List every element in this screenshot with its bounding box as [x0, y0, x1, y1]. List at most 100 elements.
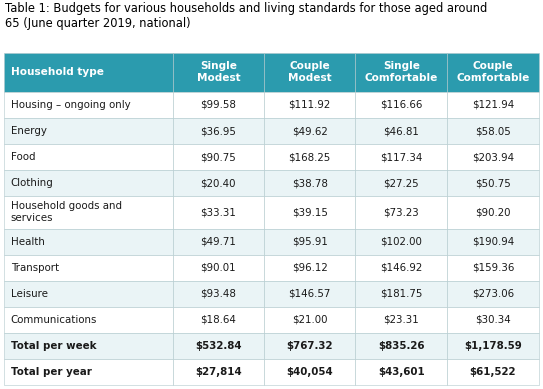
Text: Communications: Communications [11, 315, 97, 325]
Text: $181.75: $181.75 [380, 289, 422, 299]
Bar [447, 229, 539, 255]
Bar [447, 281, 539, 307]
Text: $273.06: $273.06 [472, 289, 514, 299]
Bar [173, 118, 264, 144]
Bar [173, 229, 264, 255]
Bar [355, 53, 447, 92]
Text: Household type: Household type [11, 67, 104, 77]
Bar [4, 118, 173, 144]
Bar [4, 170, 173, 196]
Bar [264, 92, 355, 118]
Text: Table 1: Budgets for various households and living standards for those aged arou: Table 1: Budgets for various households … [5, 2, 488, 30]
Text: $102.00: $102.00 [381, 237, 422, 247]
Text: $30.34: $30.34 [475, 315, 511, 325]
Text: $116.66: $116.66 [380, 100, 422, 110]
Bar [4, 307, 173, 333]
Text: Total per week: Total per week [11, 341, 96, 351]
Text: $146.92: $146.92 [380, 263, 422, 273]
Text: $50.75: $50.75 [475, 178, 511, 188]
Bar [4, 229, 173, 255]
Text: Household goods and
services: Household goods and services [11, 202, 122, 223]
Text: $33.31: $33.31 [200, 207, 236, 217]
Bar [264, 118, 355, 144]
Text: $146.57: $146.57 [288, 289, 331, 299]
Bar [447, 333, 539, 359]
Bar [4, 92, 173, 118]
Bar [264, 255, 355, 281]
Bar [355, 333, 447, 359]
Text: $835.26: $835.26 [378, 341, 425, 351]
Bar [173, 255, 264, 281]
Bar [447, 359, 539, 385]
Bar [173, 144, 264, 170]
Bar [355, 281, 447, 307]
Bar [4, 53, 173, 92]
Text: $111.92: $111.92 [288, 100, 331, 110]
Bar [355, 118, 447, 144]
Text: $61,522: $61,522 [470, 367, 516, 377]
Text: $40,054: $40,054 [286, 367, 333, 377]
Text: Clothing: Clothing [11, 178, 54, 188]
Text: Energy: Energy [11, 126, 47, 136]
Text: $27.25: $27.25 [383, 178, 419, 188]
Text: $168.25: $168.25 [288, 152, 331, 162]
Text: $38.78: $38.78 [292, 178, 327, 188]
Bar [264, 53, 355, 92]
Bar [173, 170, 264, 196]
Text: Single
Comfortable: Single Comfortable [365, 61, 438, 83]
Text: Single
Modest: Single Modest [197, 61, 240, 83]
Bar [355, 92, 447, 118]
Text: Food: Food [11, 152, 35, 162]
Text: $532.84: $532.84 [195, 341, 242, 351]
Text: $96.12: $96.12 [292, 263, 327, 273]
Text: $21.00: $21.00 [292, 315, 327, 325]
Text: Housing – ongoing only: Housing – ongoing only [11, 100, 130, 110]
Bar [447, 118, 539, 144]
Text: $20.40: $20.40 [200, 178, 236, 188]
Bar [447, 255, 539, 281]
Bar [173, 333, 264, 359]
Text: $767.32: $767.32 [287, 341, 333, 351]
Text: $73.23: $73.23 [383, 207, 419, 217]
Text: $95.91: $95.91 [292, 237, 327, 247]
Bar [264, 144, 355, 170]
Bar [264, 333, 355, 359]
Bar [4, 333, 173, 359]
Bar [264, 307, 355, 333]
Bar [447, 92, 539, 118]
Text: $1,178.59: $1,178.59 [464, 341, 522, 351]
Bar [264, 170, 355, 196]
Bar [355, 229, 447, 255]
Bar [264, 359, 355, 385]
Text: $117.34: $117.34 [380, 152, 422, 162]
Text: $46.81: $46.81 [383, 126, 419, 136]
Bar [4, 196, 173, 229]
Text: Couple
Modest: Couple Modest [288, 61, 332, 83]
Text: $39.15: $39.15 [292, 207, 327, 217]
Bar [355, 307, 447, 333]
Bar [173, 92, 264, 118]
Text: Leisure: Leisure [11, 289, 48, 299]
Text: $90.01: $90.01 [200, 263, 236, 273]
Bar [447, 53, 539, 92]
Bar [173, 307, 264, 333]
Bar [264, 281, 355, 307]
Bar [264, 229, 355, 255]
Bar [447, 307, 539, 333]
Text: $49.71: $49.71 [200, 237, 236, 247]
Text: Total per year: Total per year [11, 367, 92, 377]
Bar [4, 255, 173, 281]
Bar [4, 281, 173, 307]
Bar [355, 144, 447, 170]
Bar [173, 359, 264, 385]
Text: $23.31: $23.31 [383, 315, 419, 325]
Bar [355, 196, 447, 229]
Text: $121.94: $121.94 [472, 100, 514, 110]
Text: $190.94: $190.94 [472, 237, 514, 247]
Text: Couple
Comfortable: Couple Comfortable [456, 61, 529, 83]
Bar [447, 170, 539, 196]
Text: $159.36: $159.36 [472, 263, 514, 273]
Text: Transport: Transport [11, 263, 59, 273]
Bar [4, 359, 173, 385]
Text: $49.62: $49.62 [292, 126, 327, 136]
